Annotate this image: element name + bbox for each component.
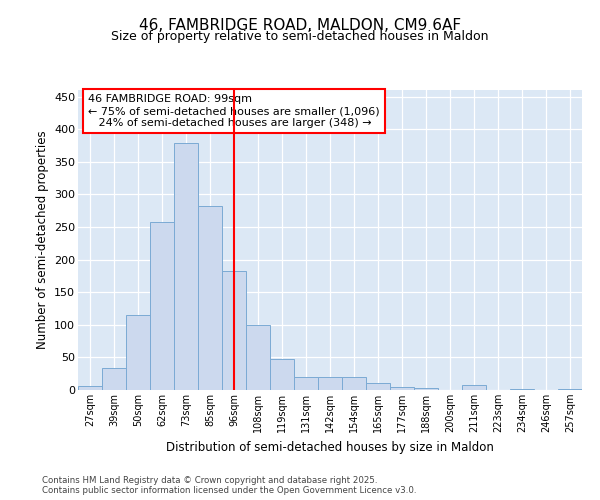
Bar — [558, 388, 582, 390]
Text: Size of property relative to semi-detached houses in Maldon: Size of property relative to semi-detach… — [111, 30, 489, 43]
Bar — [150, 222, 174, 390]
Bar — [510, 388, 534, 390]
Text: Contains HM Land Registry data © Crown copyright and database right 2025.
Contai: Contains HM Land Registry data © Crown c… — [42, 476, 416, 495]
Bar — [342, 377, 366, 390]
Y-axis label: Number of semi-detached properties: Number of semi-detached properties — [35, 130, 49, 350]
Bar — [78, 386, 102, 390]
Bar — [246, 325, 270, 390]
Bar — [174, 144, 198, 390]
Bar — [318, 377, 342, 390]
Bar — [366, 383, 390, 390]
Bar — [390, 386, 414, 390]
X-axis label: Distribution of semi-detached houses by size in Maldon: Distribution of semi-detached houses by … — [166, 440, 494, 454]
Bar — [294, 377, 318, 390]
Text: 46, FAMBRIDGE ROAD, MALDON, CM9 6AF: 46, FAMBRIDGE ROAD, MALDON, CM9 6AF — [139, 18, 461, 32]
Bar — [270, 360, 294, 390]
Bar — [102, 368, 126, 390]
Bar — [414, 388, 438, 390]
Bar — [222, 272, 246, 390]
Bar — [198, 206, 222, 390]
Text: 46 FAMBRIDGE ROAD: 99sqm
← 75% of semi-detached houses are smaller (1,096)
   24: 46 FAMBRIDGE ROAD: 99sqm ← 75% of semi-d… — [88, 94, 380, 128]
Bar — [126, 315, 150, 390]
Bar — [462, 386, 486, 390]
